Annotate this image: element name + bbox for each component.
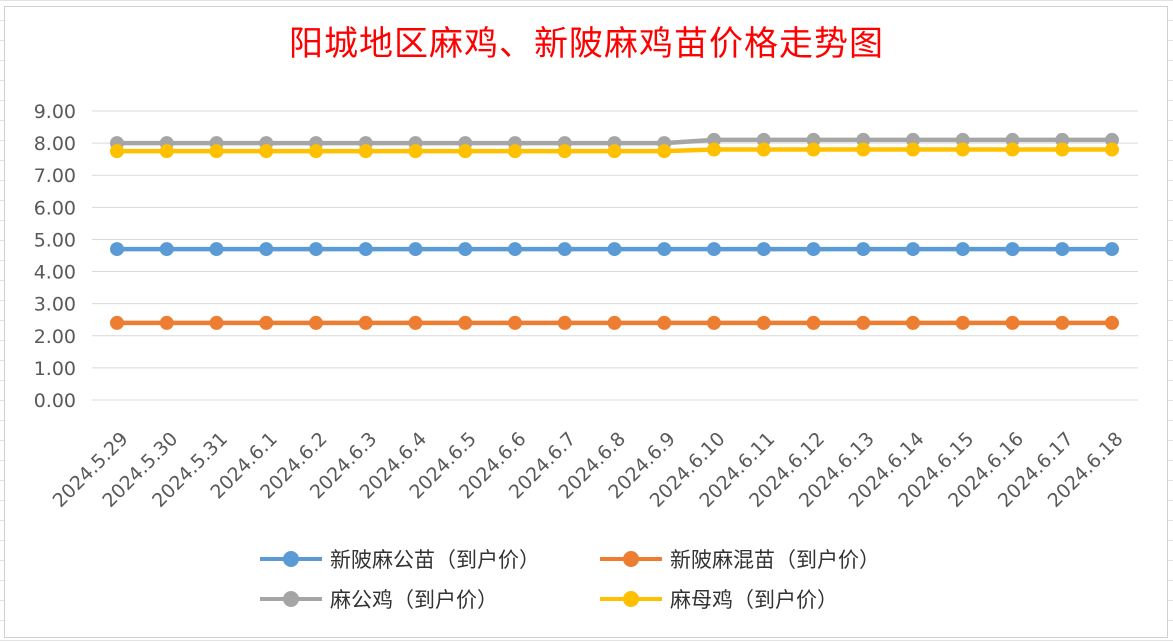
data-point — [259, 242, 274, 257]
legend-item: 麻母鸡（到户价） — [600, 585, 838, 613]
data-point — [508, 315, 522, 330]
data-point — [259, 144, 274, 159]
data-point — [458, 242, 473, 257]
data-point — [508, 144, 522, 159]
data-point — [458, 144, 473, 159]
data-point — [906, 132, 920, 147]
y-tick-label: 3.00 — [34, 294, 76, 316]
data-point — [707, 315, 721, 330]
data-point — [110, 144, 124, 159]
data-point — [1055, 142, 1070, 157]
data-point — [806, 242, 821, 257]
data-point — [209, 242, 224, 257]
data-point — [607, 315, 622, 330]
data-point — [408, 315, 423, 330]
y-tick-label: 2.00 — [34, 326, 76, 348]
data-point — [309, 144, 323, 159]
data-point — [856, 132, 871, 147]
legend-item: 麻公鸡（到户价） — [260, 585, 498, 613]
legend-label: 新陂麻公苗（到户价） — [330, 548, 540, 572]
chart-title: 阳城地区麻鸡、新陂麻鸡苗价格走势图 — [289, 24, 884, 64]
data-point — [557, 144, 572, 159]
data-point — [955, 142, 970, 157]
data-point — [557, 242, 572, 257]
data-point — [458, 315, 473, 330]
data-point — [856, 242, 871, 257]
data-point — [1055, 315, 1070, 330]
data-point — [806, 132, 821, 147]
y-tick-label: 5.00 — [34, 229, 76, 251]
data-point — [1105, 315, 1119, 330]
data-point — [607, 144, 622, 159]
legend-item: 新陂麻混苗（到户价） — [600, 545, 880, 573]
data-point — [110, 315, 124, 330]
data-point — [209, 315, 224, 330]
data-point — [657, 315, 672, 330]
legend-swatch — [600, 589, 662, 609]
data-point — [906, 142, 920, 157]
data-point — [1105, 142, 1119, 157]
legend-item: 新陂麻公苗（到户价） — [260, 545, 540, 573]
data-point — [259, 315, 274, 330]
data-point — [955, 315, 970, 330]
data-point — [906, 315, 920, 330]
data-point — [1005, 315, 1020, 330]
y-tick-label: 0.00 — [34, 390, 76, 412]
data-point — [707, 142, 721, 157]
data-point — [159, 242, 174, 257]
y-tick-label: 4.00 — [34, 262, 76, 284]
data-point — [1005, 132, 1020, 147]
data-point — [1055, 242, 1070, 257]
legend-label: 麻公鸡（到户价） — [330, 588, 498, 612]
data-point — [806, 142, 821, 157]
data-point — [756, 315, 771, 330]
legend-label: 麻母鸡（到户价） — [670, 588, 838, 612]
data-point — [707, 132, 721, 147]
data-point — [557, 315, 572, 330]
data-point — [358, 144, 373, 159]
data-point — [1055, 132, 1070, 147]
legend-label: 新陂麻混苗（到户价） — [670, 548, 880, 572]
data-point — [657, 144, 672, 159]
y-tick-label: 8.00 — [34, 133, 76, 155]
data-point — [358, 315, 373, 330]
y-tick-label: 9.00 — [34, 101, 76, 123]
y-tick-label: 7.00 — [34, 165, 76, 187]
data-point — [657, 242, 672, 257]
legend-swatch — [600, 549, 662, 569]
data-point — [408, 144, 423, 159]
data-point — [756, 132, 771, 147]
y-tick-label: 1.00 — [34, 358, 76, 380]
data-point — [955, 132, 970, 147]
data-point — [110, 242, 124, 257]
data-point — [159, 315, 174, 330]
data-point — [607, 242, 622, 257]
data-point — [1105, 242, 1119, 257]
data-point — [806, 315, 821, 330]
data-point — [408, 242, 423, 257]
data-point — [856, 315, 871, 330]
data-point — [508, 242, 522, 257]
data-point — [358, 242, 373, 257]
data-point — [756, 242, 771, 257]
data-point — [955, 242, 970, 257]
data-point — [309, 242, 323, 257]
data-point — [309, 315, 323, 330]
data-point — [1005, 142, 1020, 157]
data-point — [707, 242, 721, 257]
data-point — [1005, 242, 1020, 257]
legend-swatch — [260, 589, 322, 609]
data-point — [756, 142, 771, 157]
data-point — [856, 142, 871, 157]
data-point — [1105, 132, 1119, 147]
y-tick-label: 6.00 — [34, 197, 76, 219]
legend-swatch — [260, 549, 322, 569]
data-point — [159, 144, 174, 159]
data-point — [906, 242, 920, 257]
data-point — [209, 144, 224, 159]
